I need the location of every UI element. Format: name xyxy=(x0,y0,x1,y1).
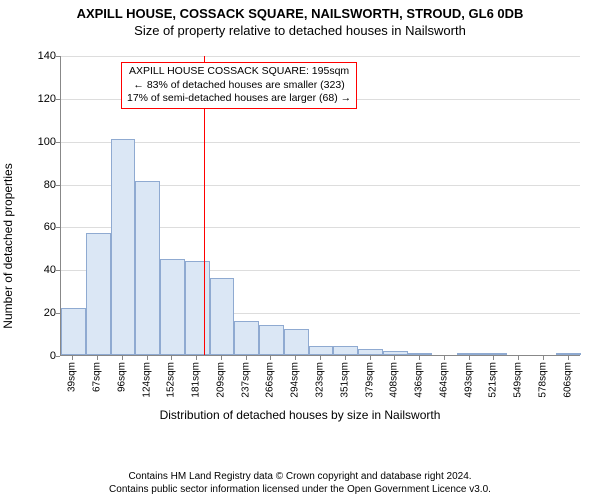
histogram-bar xyxy=(111,139,136,355)
histogram-bar xyxy=(160,259,185,355)
x-tick-mark xyxy=(419,356,420,360)
annotation-box: AXPILL HOUSE COSSACK SQUARE: 195sqm← 83%… xyxy=(121,62,357,109)
histogram-bar xyxy=(210,278,235,355)
annotation-line2: ← 83% of detached houses are smaller (32… xyxy=(127,79,351,93)
histogram-bar xyxy=(135,181,160,355)
histogram-bar xyxy=(61,308,86,355)
y-tick-mark xyxy=(56,99,60,100)
x-tick-mark xyxy=(568,356,569,360)
x-tick-mark xyxy=(518,356,519,360)
histogram-bar xyxy=(86,233,111,355)
histogram-bar xyxy=(234,321,259,355)
histogram-bar xyxy=(309,346,334,355)
y-tick-mark xyxy=(56,56,60,57)
x-tick-label: 379sqm xyxy=(364,362,375,398)
x-tick-mark xyxy=(345,356,346,360)
x-tick-mark xyxy=(320,356,321,360)
x-tick-label: 67sqm xyxy=(92,362,103,392)
y-tick-mark xyxy=(56,270,60,271)
x-tick-mark xyxy=(394,356,395,360)
x-tick-label: 606sqm xyxy=(562,362,573,398)
histogram-bar xyxy=(333,346,358,355)
x-tick-label: 578sqm xyxy=(537,362,548,398)
annotation-line1: AXPILL HOUSE COSSACK SQUARE: 195sqm xyxy=(127,65,351,79)
x-tick-mark xyxy=(295,356,296,360)
x-tick-label: 408sqm xyxy=(389,362,400,398)
x-tick-mark xyxy=(196,356,197,360)
x-tick-mark xyxy=(72,356,73,360)
footer-attribution: Contains HM Land Registry data © Crown c… xyxy=(0,471,600,496)
x-tick-label: 521sqm xyxy=(488,362,499,398)
histogram-bar xyxy=(457,353,482,355)
chart-container: Number of detached properties AXPILL HOU… xyxy=(0,46,600,426)
y-tick-label: 80 xyxy=(28,179,56,191)
histogram-bar xyxy=(383,351,408,355)
x-tick-mark xyxy=(171,356,172,360)
plot-area: AXPILL HOUSE COSSACK SQUARE: 195sqm← 83%… xyxy=(60,56,580,356)
x-tick-label: 124sqm xyxy=(141,362,152,398)
x-tick-mark xyxy=(221,356,222,360)
y-tick-label: 120 xyxy=(28,93,56,105)
annotation-line3: 17% of semi-detached houses are larger (… xyxy=(127,92,351,106)
x-tick-label: 39sqm xyxy=(67,362,78,392)
histogram-bar xyxy=(408,353,433,355)
x-tick-mark xyxy=(147,356,148,360)
x-tick-label: 323sqm xyxy=(315,362,326,398)
x-axis-label: Distribution of detached houses by size … xyxy=(0,408,600,422)
x-tick-label: 181sqm xyxy=(191,362,202,398)
footer-line1: Contains HM Land Registry data © Crown c… xyxy=(0,471,600,484)
x-tick-mark xyxy=(270,356,271,360)
y-tick-label: 20 xyxy=(28,307,56,319)
histogram-bar xyxy=(482,353,507,355)
footer-line2: Contains public sector information licen… xyxy=(0,484,600,497)
y-tick-mark xyxy=(56,185,60,186)
y-tick-mark xyxy=(56,142,60,143)
x-tick-mark xyxy=(246,356,247,360)
x-tick-mark xyxy=(493,356,494,360)
histogram-bar xyxy=(284,329,309,355)
x-tick-label: 549sqm xyxy=(513,362,524,398)
y-axis-label: Number of detached properties xyxy=(1,163,15,328)
histogram-bar xyxy=(556,353,581,355)
x-tick-mark xyxy=(469,356,470,360)
y-tick-label: 140 xyxy=(28,50,56,62)
y-tick-label: 40 xyxy=(28,264,56,276)
x-tick-label: 266sqm xyxy=(265,362,276,398)
x-tick-mark xyxy=(444,356,445,360)
x-tick-mark xyxy=(97,356,98,360)
y-tick-mark xyxy=(56,356,60,357)
y-tick-mark xyxy=(56,227,60,228)
x-tick-mark xyxy=(122,356,123,360)
histogram-bar xyxy=(358,349,383,355)
x-tick-label: 464sqm xyxy=(438,362,449,398)
histogram-bar xyxy=(185,261,210,355)
gridline-h xyxy=(61,142,580,143)
page-subtitle: Size of property relative to detached ho… xyxy=(0,21,600,38)
x-tick-mark xyxy=(370,356,371,360)
y-tick-label: 60 xyxy=(28,221,56,233)
x-tick-mark xyxy=(543,356,544,360)
page-title-address: AXPILL HOUSE, COSSACK SQUARE, NAILSWORTH… xyxy=(0,0,600,21)
x-tick-label: 237sqm xyxy=(240,362,251,398)
x-tick-label: 493sqm xyxy=(463,362,474,398)
y-tick-label: 100 xyxy=(28,136,56,148)
x-tick-label: 351sqm xyxy=(339,362,350,398)
x-tick-label: 294sqm xyxy=(290,362,301,398)
x-tick-label: 436sqm xyxy=(414,362,425,398)
y-tick-label: 0 xyxy=(28,350,56,362)
x-tick-label: 209sqm xyxy=(215,362,226,398)
x-tick-label: 152sqm xyxy=(166,362,177,398)
gridline-h xyxy=(61,56,580,57)
x-tick-label: 96sqm xyxy=(116,362,127,392)
histogram-bar xyxy=(259,325,284,355)
y-tick-mark xyxy=(56,313,60,314)
